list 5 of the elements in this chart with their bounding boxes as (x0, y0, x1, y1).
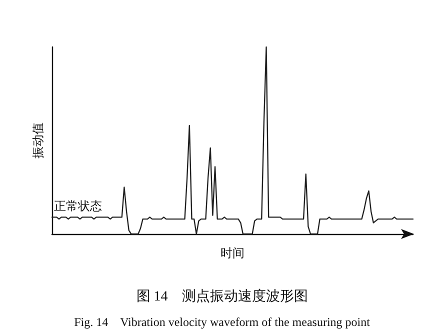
text: 图 14 测点振动速度波形图 (136, 288, 308, 304)
x-axis-title: 时间 (220, 246, 244, 260)
y-axis-title: 振动值 (31, 122, 45, 158)
annotation: 正常状态 (54, 199, 102, 213)
text: Fig. 14 Vibration velocity waveform of the measuring point (74, 315, 371, 329)
